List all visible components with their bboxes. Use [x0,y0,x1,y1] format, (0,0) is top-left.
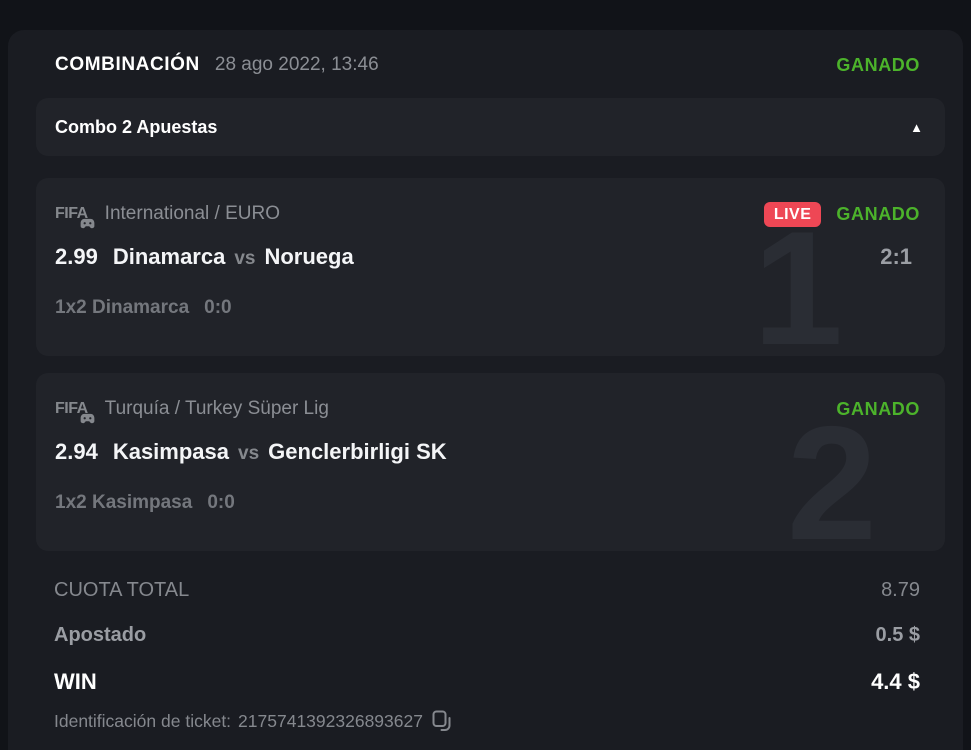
win-row: WIN 4.4 $ [8,658,963,706]
ticket-id-value: 2175741392326893627 [238,710,423,731]
live-badge: LIVE [763,201,822,227]
market-selection: 1x2 Kasimpasa [55,492,193,513]
away-team: Noruega [264,244,354,269]
stake-label: Apostado [54,623,147,646]
ticket-id-label: Identificación de ticket: [54,710,232,731]
market-row: 1x2 Kasimpasa 0:0 [55,492,920,514]
total-odds-value: 8.79 [881,578,920,601]
bet-card: 2 FIFA Turquía / Turkey Süper Lig GANADO… [36,373,945,551]
league-name: Turquía / Turkey Süper Lig [104,398,329,419]
fifa-logo-text: FIFA [55,205,88,222]
copy-ticket-id-button[interactable] [432,710,452,732]
match-row: 2.99 Dinamarca vs Noruega 2:1 [55,244,920,270]
total-odds-label: CUOTA TOTAL [54,578,190,601]
ticket-type-title: COMBINACIÓN [55,54,200,75]
gamepad-icon [80,218,95,229]
market-score: 0:0 [204,297,232,318]
bet-status-badge: GANADO [836,398,920,419]
market-row: 1x2 Dinamarca 0:0 [55,297,920,319]
chevron-up-icon[interactable]: ▲ [910,119,923,135]
win-label: WIN [54,669,97,694]
home-team: Kasimpasa [112,439,230,464]
bet-index-watermark: 1 [752,198,843,357]
match-row: 2.94 Kasimpasa vs Genclerbirligi SK [55,439,920,465]
bet-odds: 2.99 [55,244,98,269]
bet-card: 1 FIFA International / EURO LIVE GANADO … [36,178,945,356]
win-value: 4.4 $ [871,669,920,694]
ticket-header: COMBINACIÓN 28 ago 2022, 13:46 GANADO [8,36,963,94]
league-row: FIFA Turquía / Turkey Süper Lig GANADO [55,394,920,424]
bet-odds: 2.94 [55,439,98,464]
stake-value: 0.5 $ [875,623,920,646]
league-row: FIFA International / EURO LIVE GANADO [55,199,920,229]
home-team: Dinamarca [112,244,226,269]
combo-label: Combo 2 Apuestas [55,116,218,137]
bet-status-badge: GANADO [836,203,920,224]
ticket-id-row: Identificación de ticket: 21757413923268… [8,706,963,732]
market-selection: 1x2 Dinamarca [55,297,190,318]
league-name: International / EURO [104,203,280,224]
stake-row: Apostado 0.5 $ [8,612,963,658]
fifa-esports-icon: FIFA [55,205,95,229]
vs-label: vs [234,248,256,269]
ticket-status-badge: GANADO [836,54,920,75]
combo-accordion-toggle[interactable]: Combo 2 Apuestas ▲ [36,98,945,156]
fifa-logo-text: FIFA [55,400,88,417]
match-score: 2:1 [880,244,912,269]
total-odds-row: CUOTA TOTAL 8.79 [8,568,963,612]
away-team: Genclerbirligi SK [268,439,447,464]
copy-icon [432,710,451,731]
bet-ticket-panel: COMBINACIÓN 28 ago 2022, 13:46 GANADO Co… [8,30,963,750]
gamepad-icon [80,413,95,424]
market-score: 0:0 [207,492,235,513]
ticket-date: 28 ago 2022, 13:46 [214,54,379,75]
fifa-esports-icon: FIFA [55,400,95,424]
bet-index-watermark: 2 [786,393,877,552]
vs-label: vs [238,443,260,464]
